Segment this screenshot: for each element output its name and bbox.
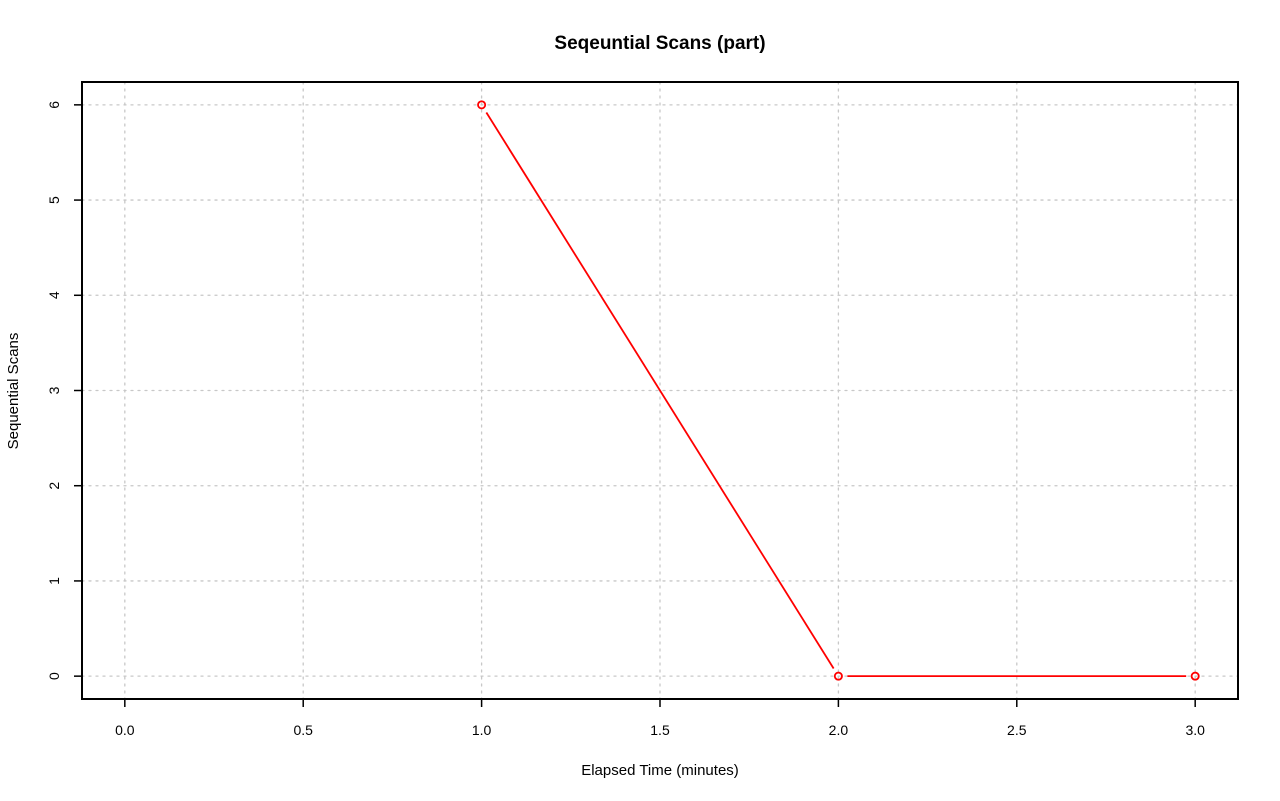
y-axis-label: Sequential Scans [5,333,22,450]
y-tick-label: 4 [46,291,62,299]
y-tick-label: 5 [46,196,62,204]
x-axis-label: Elapsed Time (minutes) [581,762,739,779]
y-tick-label: 2 [46,482,62,490]
y-tick-label: 3 [46,386,62,394]
x-tick-label: 3.0 [1185,722,1205,738]
y-tick-label: 0 [46,672,62,680]
x-tick-label: 2.0 [829,722,849,738]
x-tick-label: 1.0 [472,722,492,738]
data-point [833,671,843,681]
chart-title: Seqeuntial Scans (part) [554,33,765,54]
x-tick-label: 0.5 [293,722,313,738]
y-axis: 0 1 2 3 4 5 6 [46,101,83,680]
series-line-segment [485,112,835,669]
data-point [1190,671,1200,681]
data-point [477,100,487,110]
x-tick-label: 2.5 [1007,722,1027,738]
x-tick-label: 1.5 [650,722,670,738]
x-axis: 0.0 0.5 1.0 1.5 2.0 2.5 3.0 [115,698,1205,738]
series-layer [477,100,1200,681]
x-tick-label: 0.0 [115,722,135,738]
y-tick-label: 6 [46,101,62,109]
y-tick-label: 1 [46,577,62,585]
